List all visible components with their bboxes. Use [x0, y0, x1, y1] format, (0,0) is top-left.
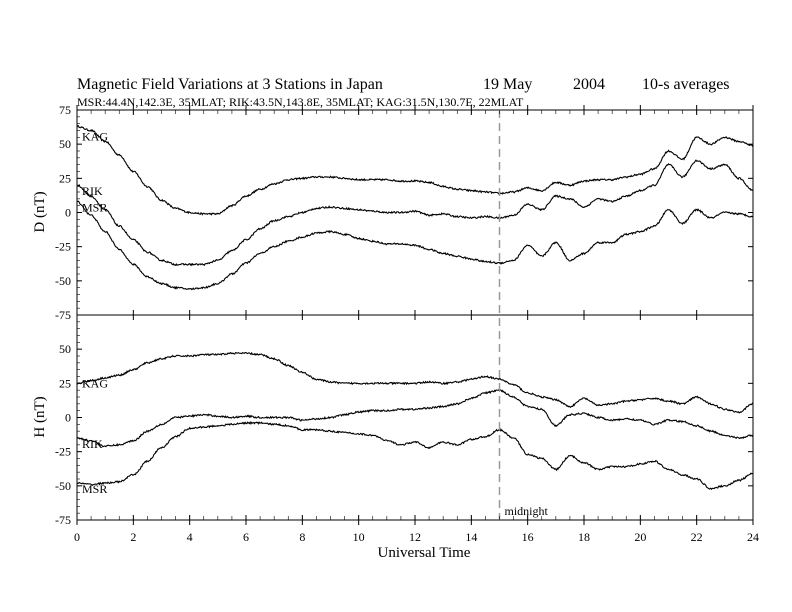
panel-top: D (nT) 75 50 25 0 -25 -50 -75 KAG RIK MSR — [32, 103, 754, 322]
series-label-msr: MSR — [82, 201, 107, 215]
series-line-kag — [76, 125, 754, 216]
ytick-label: 25 — [59, 376, 71, 390]
xtick-label: 2 — [130, 530, 136, 544]
panel-bottom-yticks: 50 25 0 -25 -50 -75 — [55, 314, 753, 527]
panel-top-ylabel: D (nT) — [32, 191, 48, 232]
series-line-rik — [76, 159, 754, 267]
panel-top-series — [76, 125, 754, 291]
midnight-label: midnight — [505, 504, 549, 518]
series-line-msr — [76, 421, 754, 491]
title-averaging: 10-s averages — [642, 76, 730, 93]
series-line-kag — [76, 351, 754, 414]
ytick-label: -25 — [55, 240, 71, 254]
ytick-label: -50 — [55, 479, 71, 493]
ytick-label: -75 — [55, 513, 71, 527]
x-axis-label: Universal Time — [378, 545, 471, 561]
xtick-label: 18 — [578, 530, 590, 544]
xtick-label: 8 — [299, 530, 305, 544]
panel-bottom-series — [76, 351, 754, 491]
ytick-label: 25 — [59, 171, 71, 185]
ytick-label: 50 — [59, 137, 71, 151]
panel-bottom-ylabel: H (nT) — [32, 396, 48, 437]
panel-bottom: H (nT) 50 25 0 -25 -50 -75 KAG RIK MSR — [32, 314, 754, 527]
series-label-kag: KAG — [82, 376, 108, 390]
panel-top-yticks: 75 50 25 0 -25 -50 -75 — [55, 103, 753, 322]
xtick-label: 12 — [409, 530, 421, 544]
series-label-rik: RIK — [82, 437, 103, 451]
ytick-label: 75 — [59, 103, 71, 117]
series-label-rik: RIK — [82, 184, 103, 198]
ytick-label: -25 — [55, 445, 71, 459]
panel-bottom-labels: KAG RIK MSR — [82, 376, 108, 496]
ytick-label: 0 — [65, 206, 71, 220]
series-line-rik — [76, 388, 754, 448]
xtick-label: 6 — [243, 530, 249, 544]
series-line-msr — [76, 200, 754, 291]
x-axis-ticks: 0 2 4 6 8 10 12 14 16 18 20 22 24 — [74, 105, 759, 544]
ytick-label: -50 — [55, 274, 71, 288]
panel-top-frame — [76, 109, 754, 316]
xtick-label: 10 — [353, 530, 365, 544]
title-year: 2004 — [573, 76, 605, 93]
series-label-kag: KAG — [82, 129, 108, 143]
title-date: 19 May — [483, 76, 532, 93]
subtitle-stations: MSR:44.4N,142.3E, 35MLAT; RIK:43.5N,143.… — [77, 95, 524, 109]
panel-top-labels: KAG RIK MSR — [82, 129, 108, 214]
xtick-label: 14 — [465, 530, 477, 544]
xtick-label: 0 — [74, 530, 80, 544]
xtick-label: 22 — [691, 530, 703, 544]
xtick-label: 4 — [187, 530, 193, 544]
series-label-msr: MSR — [82, 482, 107, 496]
xtick-label: 24 — [747, 530, 759, 544]
xtick-label: 20 — [634, 530, 646, 544]
title-main: Magnetic Field Variations at 3 Stations … — [77, 76, 383, 93]
ytick-label: -75 — [55, 308, 71, 322]
ytick-label: 50 — [59, 342, 71, 356]
xtick-label: 16 — [522, 530, 534, 544]
chart-title: Magnetic Field Variations at 3 Stations … — [77, 76, 730, 109]
ytick-label: 0 — [65, 411, 71, 425]
